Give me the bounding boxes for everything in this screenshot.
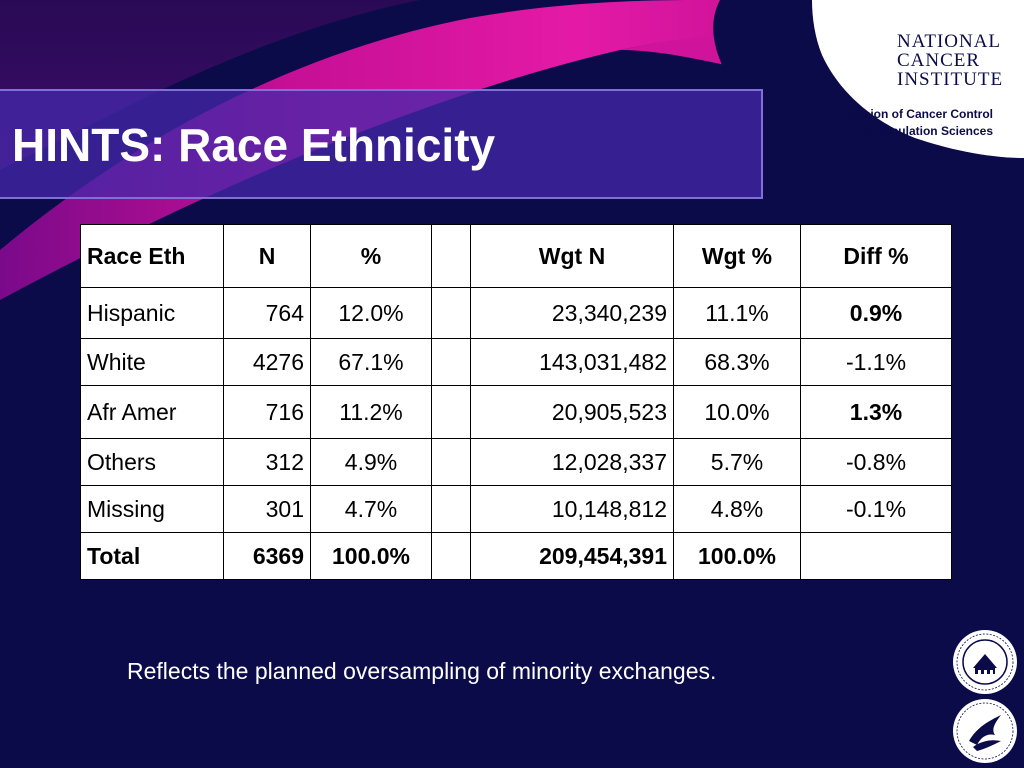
column-header-diff: Diff % <box>800 224 952 288</box>
cell-blank <box>431 338 471 386</box>
column-header-race: Race Eth <box>80 224 224 288</box>
table-row: White 4276 67.1% 143,031,482 68.3% -1.1% <box>80 338 952 386</box>
column-header-n: N <box>223 224 311 288</box>
cell-wgt-n: 23,340,239 <box>470 287 674 339</box>
race-ethnicity-table: Race Eth N % Wgt N Wgt % Diff % Hispanic… <box>80 224 952 580</box>
cell-wgt-pct: 11.1% <box>673 287 801 339</box>
column-header-pct: % <box>310 224 432 288</box>
title-box <box>0 89 763 199</box>
cell-blank <box>431 287 471 339</box>
cell-blank <box>431 438 471 486</box>
cell-pct: 12.0% <box>310 287 432 339</box>
slide-footnote: Reflects the planned oversampling of min… <box>127 658 717 684</box>
division-line-2: & Population Sciences <box>863 124 993 138</box>
nci-logo: NATIONAL CANCER INSTITUTE <box>897 31 1004 90</box>
cell-wgt-pct: 100.0% <box>673 532 801 580</box>
cell-pct: 100.0% <box>310 532 432 580</box>
cell-pct: 4.9% <box>310 438 432 486</box>
table-total-row: Total 6369 100.0% 209,454,391 100.0% <box>80 532 952 580</box>
cell-race: Afr Amer <box>80 385 224 439</box>
cell-wgt-n: 20,905,523 <box>470 385 674 439</box>
cell-pct: 67.1% <box>310 338 432 386</box>
column-header-wgt-pct: Wgt % <box>673 224 801 288</box>
cell-wgt-n: 12,028,337 <box>470 438 674 486</box>
cell-n: 764 <box>223 287 311 339</box>
cell-blank <box>431 385 471 439</box>
division-label: Division of Cancer Control & Population … <box>833 106 993 140</box>
cell-diff: 1.3% <box>800 385 952 439</box>
hhs-seal-icon <box>953 699 1017 763</box>
cell-pct: 4.7% <box>310 485 432 533</box>
cell-diff: -1.1% <box>800 338 952 386</box>
table-row: Others 312 4.9% 12,028,337 5.7% -0.8% <box>80 438 952 486</box>
cell-race: Total <box>80 532 224 580</box>
cell-diff: -0.8% <box>800 438 952 486</box>
cell-n: 716 <box>223 385 311 439</box>
cell-blank <box>431 485 471 533</box>
column-header-blank <box>431 224 471 288</box>
slide-title: HINTS: Race Ethnicity <box>12 119 496 171</box>
cell-wgt-n: 209,454,391 <box>470 532 674 580</box>
cell-diff <box>800 532 952 580</box>
cell-race: Hispanic <box>80 287 224 339</box>
table-row: Afr Amer 716 11.2% 20,905,523 10.0% 1.3% <box>80 385 952 439</box>
nci-logo-line-2: CANCER <box>897 50 981 71</box>
nih-seal-icon <box>953 630 1017 694</box>
cell-n: 6369 <box>223 532 311 580</box>
table-row: Missing 301 4.7% 10,148,812 4.8% -0.1% <box>80 485 952 533</box>
cell-race: White <box>80 338 224 386</box>
cell-n: 4276 <box>223 338 311 386</box>
table-row: Hispanic 764 12.0% 23,340,239 11.1% 0.9% <box>80 287 952 339</box>
cell-n: 301 <box>223 485 311 533</box>
cell-pct: 11.2% <box>310 385 432 439</box>
table-header-row: Race Eth N % Wgt N Wgt % Diff % <box>80 224 952 288</box>
cell-diff: 0.9% <box>800 287 952 339</box>
cell-race: Others <box>80 438 224 486</box>
cell-wgt-n: 10,148,812 <box>470 485 674 533</box>
cell-n: 312 <box>223 438 311 486</box>
cell-wgt-pct: 68.3% <box>673 338 801 386</box>
cell-wgt-pct: 10.0% <box>673 385 801 439</box>
nci-logo-line-1: NATIONAL <box>897 31 1002 52</box>
cell-diff: -0.1% <box>800 485 952 533</box>
cell-race: Missing <box>80 485 224 533</box>
cell-wgt-n: 143,031,482 <box>470 338 674 386</box>
cell-wgt-pct: 5.7% <box>673 438 801 486</box>
nci-logo-line-3: INSTITUTE <box>897 69 1004 90</box>
cell-blank <box>431 532 471 580</box>
division-line-1: Division of Cancer Control <box>841 107 993 121</box>
column-header-wgt-n: Wgt N <box>470 224 674 288</box>
cell-wgt-pct: 4.8% <box>673 485 801 533</box>
